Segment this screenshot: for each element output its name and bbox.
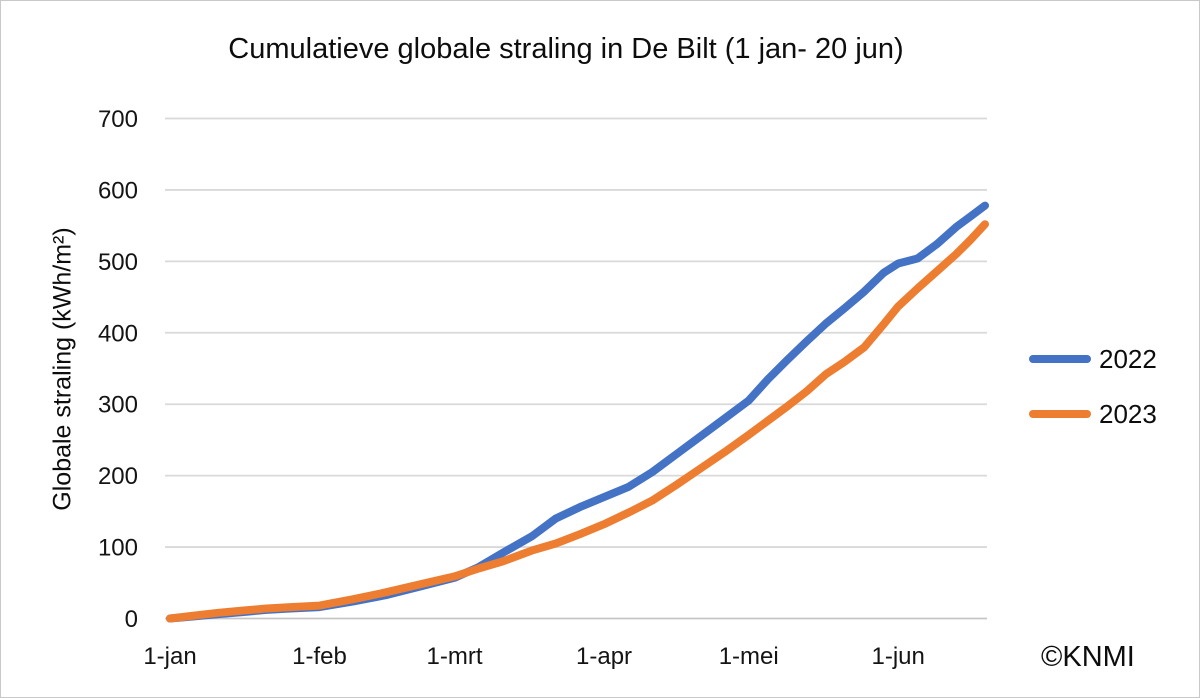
x-tick-label: 1-apr	[576, 643, 632, 670]
series-line-2023	[166, 220, 989, 623]
series-line-2022	[166, 201, 989, 623]
y-tick-label: 0	[125, 606, 138, 633]
legend-item-2023: 2023	[1029, 399, 1157, 429]
legend: 2022 2023	[1029, 344, 1157, 454]
y-tick-label: 600	[98, 177, 138, 204]
copyright-text: ©KNMI	[1041, 641, 1135, 673]
y-tick-label: 100	[98, 535, 138, 562]
chart-title: Cumulatieve globale straling in De Bilt …	[228, 33, 904, 65]
legend-label-2022: 2022	[1099, 343, 1157, 374]
y-tick-label: 400	[98, 320, 138, 347]
legend-swatch-2023	[1029, 410, 1091, 418]
x-tick-label: 1-jun	[872, 643, 925, 670]
x-tick-label: 1-feb	[292, 643, 347, 670]
x-tick-label: 1-mei	[719, 643, 779, 670]
x-tick-label: 1-jan	[143, 643, 196, 670]
y-tick-label: 200	[98, 463, 138, 490]
legend-swatch-2022	[1029, 355, 1091, 363]
legend-label-2023: 2023	[1099, 398, 1157, 429]
x-tick-label: 1-mrt	[427, 643, 483, 670]
y-tick-label: 500	[98, 249, 138, 276]
y-tick-label: 700	[98, 106, 138, 133]
legend-item-2022: 2022	[1029, 344, 1157, 374]
y-tick-label: 300	[98, 392, 138, 419]
